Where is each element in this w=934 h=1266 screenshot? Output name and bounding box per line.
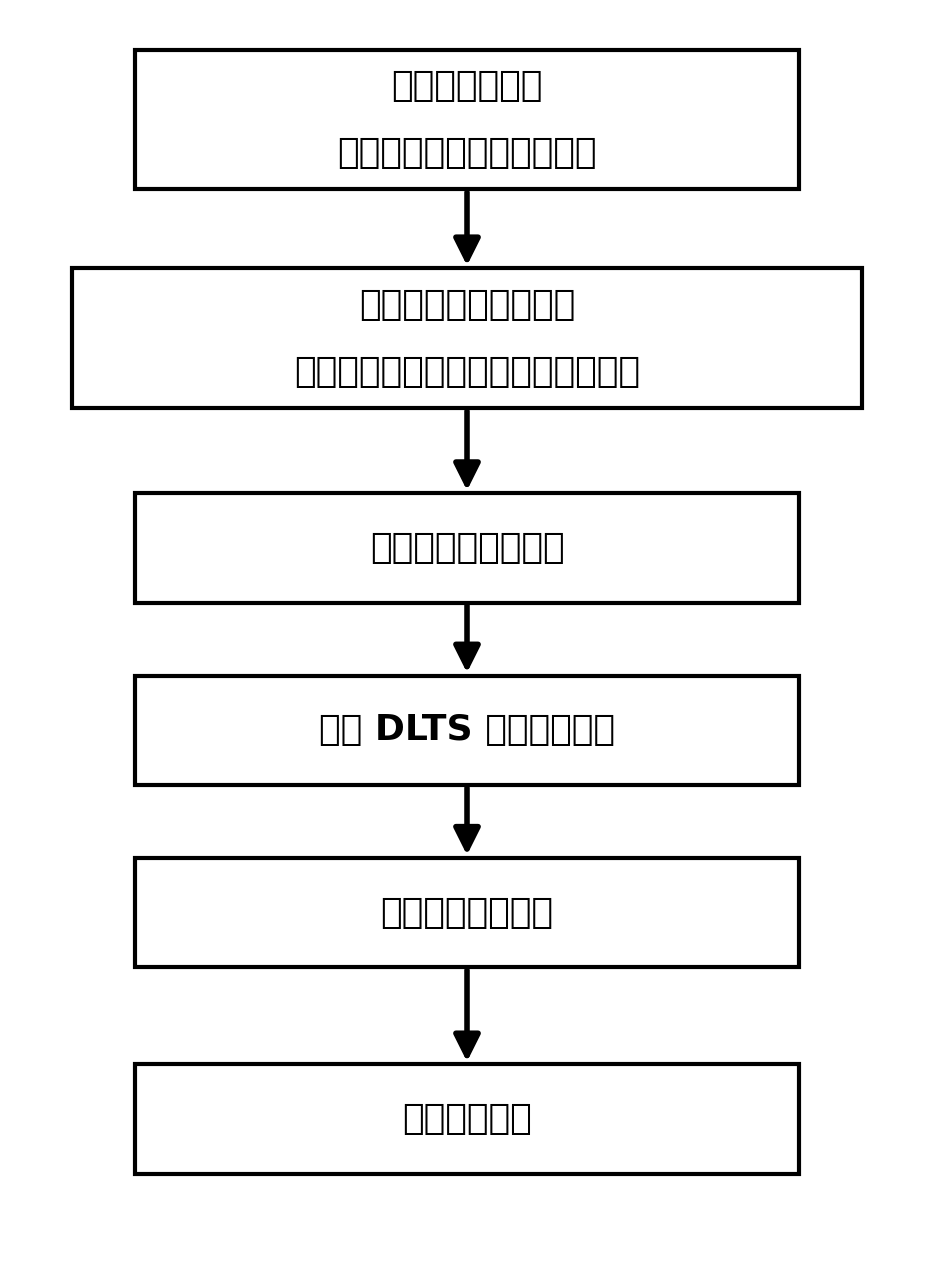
Bar	[73, 268, 861, 408]
Text: 加工前摸底实验: 加工前摸底实验	[391, 68, 543, 103]
Bar	[135, 494, 799, 603]
Text: 按照条件进行辐照加工: 按照条件进行辐照加工	[359, 287, 575, 322]
Text: 常温常压下储存退火: 常温常压下储存退火	[370, 530, 564, 565]
Bar	[135, 49, 799, 190]
Bar	[135, 858, 799, 967]
Text: （根据辐照条件进行分组）: （根据辐照条件进行分组）	[337, 135, 597, 170]
Bar	[135, 1065, 799, 1174]
Text: 测试 DLTS 深能级瞬态谱: 测试 DLTS 深能级瞬态谱	[319, 713, 615, 747]
Bar	[135, 676, 799, 785]
Text: （固定辐照方向、环境、冷却系统）: （固定辐照方向、环境、冷却系统）	[294, 354, 640, 389]
Text: 进行批量生产: 进行批量生产	[403, 1103, 531, 1136]
Text: 测试电学特性参数: 测试电学特性参数	[380, 895, 554, 929]
